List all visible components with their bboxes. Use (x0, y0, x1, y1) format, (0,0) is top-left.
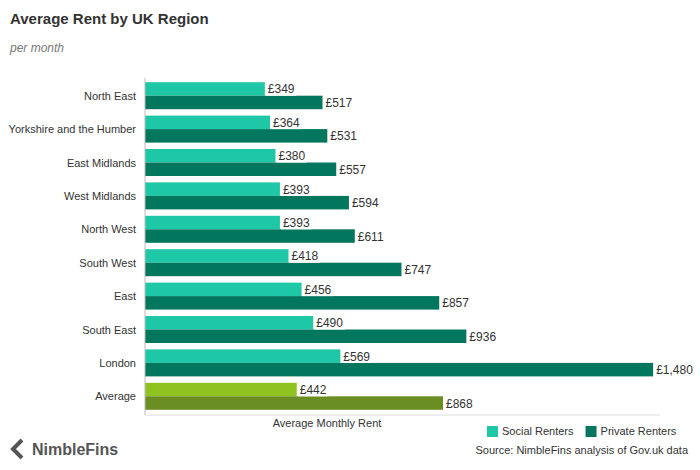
data-label: £857 (442, 296, 469, 310)
bar (145, 283, 302, 297)
label-background (298, 383, 329, 397)
subtitle: per month (9, 41, 64, 55)
category-label: North East (84, 90, 136, 102)
label-background (356, 229, 386, 243)
data-label: £557 (339, 163, 366, 177)
bar (145, 229, 355, 243)
category-label: Yorkshire and the Humber (9, 123, 137, 135)
logo-icon (13, 440, 22, 458)
bar (145, 116, 270, 130)
data-label: £1,480 (656, 363, 693, 377)
data-label: £517 (326, 96, 353, 110)
bar (145, 149, 275, 163)
category-label: North West (81, 223, 136, 235)
label-background (303, 283, 334, 297)
data-label: £569 (343, 350, 370, 364)
category-label: South West (79, 257, 136, 269)
label-background (337, 163, 368, 177)
category-label: South East (82, 324, 136, 336)
legend-label: Private Renters (601, 425, 677, 437)
x-axis-label: Average Monthly Rent (273, 417, 382, 429)
bar (145, 163, 336, 177)
label-background (440, 296, 471, 310)
bar (145, 349, 340, 363)
data-label: £456 (305, 283, 332, 297)
data-label: £364 (273, 116, 300, 130)
label-background (467, 330, 498, 344)
bar (145, 96, 323, 110)
bar (145, 363, 653, 377)
chart: Average Rent by UK Regionper month£349£3… (0, 0, 700, 470)
legend-label: Social Renters (502, 425, 574, 437)
label-background (281, 216, 312, 230)
source: Source: NimbleFins analysis of Gov.uk da… (475, 444, 688, 456)
bar (145, 396, 443, 410)
legend: Social Renters Private Renters (487, 425, 677, 437)
bar (145, 129, 327, 143)
label-background (328, 129, 359, 143)
bar (145, 316, 313, 330)
label-background (271, 116, 302, 130)
label-background (314, 316, 345, 330)
data-label: £594 (352, 196, 379, 210)
category-label: East Midlands (67, 157, 137, 169)
label-background (350, 196, 381, 210)
label-background (341, 349, 372, 363)
data-label: £393 (283, 183, 310, 197)
legend-swatch (487, 426, 498, 437)
category-label: West Midlands (64, 190, 136, 202)
data-label: £936 (469, 330, 496, 344)
title: Average Rent by UK Region (10, 10, 209, 27)
category-label: Average (95, 390, 136, 402)
bar (145, 249, 289, 263)
label-background (266, 82, 297, 96)
data-label: £442 (300, 383, 327, 397)
bar (145, 383, 297, 397)
data-label: £490 (316, 316, 343, 330)
label-background (324, 96, 355, 110)
label-background (281, 182, 312, 196)
label-background (290, 249, 321, 263)
bars (145, 82, 653, 410)
bar (145, 196, 349, 210)
data-label: £393 (283, 216, 310, 230)
label-background (276, 149, 307, 163)
bar (145, 182, 280, 196)
background (0, 0, 700, 470)
data-label: £418 (292, 249, 319, 263)
value-axis (145, 415, 660, 416)
data-label: £611 (358, 230, 384, 244)
label-background (654, 363, 695, 377)
label-background (444, 396, 475, 410)
data-label: £868 (446, 397, 473, 411)
bar (145, 330, 466, 344)
category-label: East (114, 290, 136, 302)
legend-swatch (586, 426, 597, 437)
bar (145, 263, 401, 277)
label-background (402, 263, 433, 277)
bar (145, 216, 280, 230)
data-label: £380 (278, 149, 305, 163)
data-label: £349 (268, 82, 295, 96)
category-axis (145, 78, 146, 415)
data-label: £531 (330, 129, 357, 143)
bar (145, 296, 439, 310)
brand: NimbleFins (32, 441, 118, 458)
category-label: London (99, 357, 136, 369)
data-label: £747 (404, 263, 431, 277)
data-labels: £349 £364 £380 £393 £393 £418 £456 £490 £569 £442… (266, 82, 695, 410)
bar (145, 82, 265, 96)
